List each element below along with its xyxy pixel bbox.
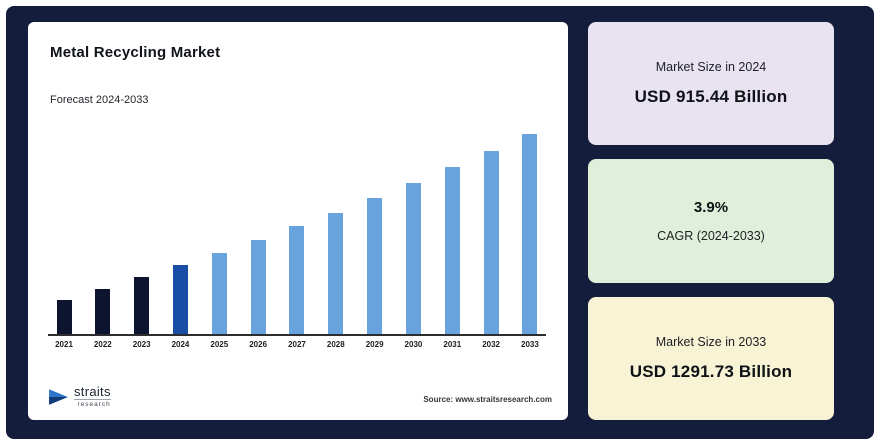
bar-2032 xyxy=(483,151,499,334)
bar-column xyxy=(285,226,309,334)
x-tick-label: 2026 xyxy=(249,340,268,349)
bar-column xyxy=(207,253,231,334)
straits-logo-icon xyxy=(49,388,68,405)
stat-card-label: CAGR (2024-2033) xyxy=(657,228,765,243)
bar-2022 xyxy=(95,289,111,334)
stat-cards-column: Market Size in 2024 USD 915.44 Billion 3… xyxy=(588,22,834,420)
bar-2030 xyxy=(405,183,421,334)
bar-2026 xyxy=(250,240,266,334)
x-tick-label: 2029 xyxy=(365,340,384,349)
straits-research-logo: straits research xyxy=(48,385,111,408)
bar-2028 xyxy=(328,213,344,334)
stat-card-value: 3.9% xyxy=(693,198,729,216)
infographic-frame: Metal Recycling Market Forecast 2024-203… xyxy=(6,6,874,439)
logo-text-block: straits research xyxy=(74,385,111,408)
stat-card-label: Market Size in 2024 xyxy=(655,60,767,75)
x-tick-label: 2028 xyxy=(326,340,345,349)
bar-2031 xyxy=(444,167,460,334)
x-axis-labels: 2021 2022 2023 2024 2025 2026 2027 2028 2029 2030… xyxy=(48,340,546,349)
bar-column xyxy=(401,183,425,334)
stat-card-value: USD 1291.73 Billion xyxy=(629,361,793,381)
bar-plot xyxy=(48,122,546,336)
bar-2024 xyxy=(172,265,188,334)
chart-title: Metal Recycling Market xyxy=(50,44,221,61)
x-tick-label: 2023 xyxy=(132,340,151,349)
bar-2021 xyxy=(56,300,72,334)
bar-column xyxy=(518,134,542,334)
logo-subtext: research xyxy=(77,401,111,408)
stat-card-2: Market Size in 2033 USD 1291.73 Billion xyxy=(588,296,834,420)
stat-card-value: USD 915.44 Billion xyxy=(634,87,788,107)
x-tick-label: 2032 xyxy=(482,340,500,349)
x-tick-label: 2021 xyxy=(55,340,73,349)
bar-column xyxy=(168,265,192,334)
bar-2033 xyxy=(522,134,538,334)
bar-column xyxy=(52,300,76,334)
bar-column xyxy=(440,167,464,334)
bar-column xyxy=(246,240,270,334)
bar-chart: 2021 2022 2023 2024 2025 2026 2027 2028 2029 2030… xyxy=(48,122,546,349)
x-tick-label: 2030 xyxy=(404,340,423,349)
bar-column xyxy=(91,289,115,334)
logo-name: straits xyxy=(74,384,111,400)
bar-2027 xyxy=(289,226,305,334)
bar-column xyxy=(324,213,348,334)
bar-2025 xyxy=(211,253,227,334)
x-tick-label: 2022 xyxy=(93,340,112,349)
stat-card-1: 3.9% CAGR (2024-2033) xyxy=(588,159,834,283)
source-note: Source: www.straitsresearch.com xyxy=(423,395,552,404)
x-tick-label: 2031 xyxy=(443,340,462,349)
bar-column xyxy=(479,151,503,334)
bar-2023 xyxy=(134,277,150,334)
x-tick-label: 2033 xyxy=(521,340,539,349)
x-tick-label: 2025 xyxy=(210,340,229,349)
stat-card-label: Market Size in 2033 xyxy=(655,334,767,349)
chart-subtitle: Forecast 2024-2033 xyxy=(50,94,149,106)
x-tick-label: 2027 xyxy=(288,340,306,349)
x-tick-label: 2024 xyxy=(171,340,190,349)
chart-card: Metal Recycling Market Forecast 2024-203… xyxy=(28,22,568,420)
bar-2029 xyxy=(367,198,383,334)
bar-column xyxy=(130,277,154,334)
stat-card-0: Market Size in 2024 USD 915.44 Billion xyxy=(588,22,834,146)
bar-column xyxy=(363,198,387,334)
